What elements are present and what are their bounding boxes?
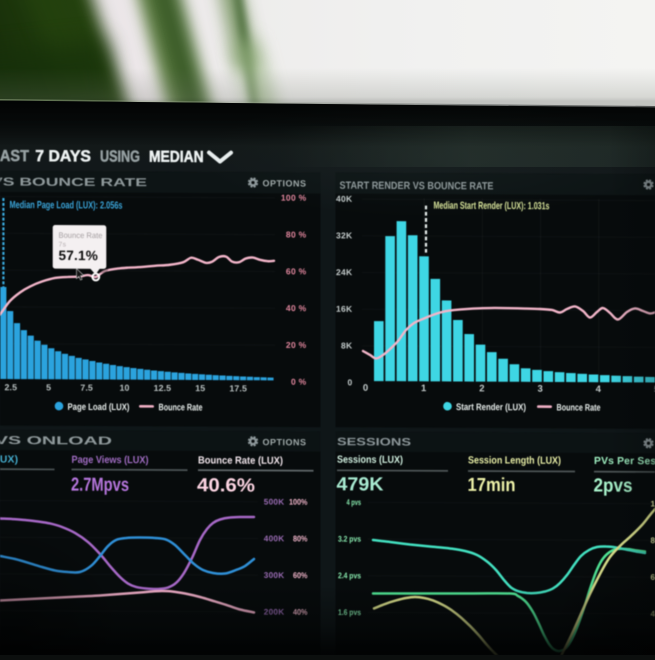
svg-text:2: 2: [479, 383, 484, 394]
svg-text:4: 4: [651, 610, 655, 619]
svg-text:Page Views (LUX): Page Views (LUX): [72, 455, 149, 466]
svg-text:Start Render (LUX): Start Render (LUX): [456, 402, 526, 413]
svg-text:57.1%: 57.1%: [59, 248, 99, 263]
svg-text:8K: 8K: [341, 341, 353, 351]
svg-text:OPTIONS: OPTIONS: [263, 178, 307, 188]
svg-text:2.7Mpvs: 2.7Mpvs: [71, 475, 129, 496]
svg-text:3.2 pvs: 3.2 pvs: [338, 535, 361, 544]
svg-text:Bounce Rate (LUX): Bounce Rate (LUX): [198, 455, 283, 466]
svg-text:200K: 200K: [264, 608, 285, 617]
svg-text:0: 0: [363, 383, 368, 394]
svg-text:500K: 500K: [264, 498, 285, 507]
svg-text:4 pvs: 4 pvs: [347, 498, 362, 507]
svg-text:479K: 479K: [337, 474, 384, 495]
svg-text:0: 0: [347, 377, 352, 387]
svg-text:60 %: 60 %: [286, 266, 307, 276]
svg-text:2.5: 2.5: [5, 382, 18, 392]
svg-text:1: 1: [421, 383, 427, 394]
svg-text:2.4 pvs: 2.4 pvs: [338, 571, 361, 580]
svg-text:16K: 16K: [336, 304, 353, 314]
svg-text:60%: 60%: [293, 571, 308, 580]
svg-text:100%: 100%: [289, 498, 308, 507]
svg-text:Median Page Load (LUX): 2.056s: Median Page Load (LUX): 2.056s: [10, 200, 123, 212]
svg-text:10: 10: [120, 383, 130, 393]
svg-text:40 %: 40 %: [286, 303, 307, 313]
svg-text:24K: 24K: [336, 267, 353, 277]
svg-text:17min: 17min: [468, 475, 516, 496]
svg-text:OPTIONS: OPTIONS: [263, 437, 307, 447]
svg-text:17.5: 17.5: [229, 383, 247, 393]
svg-text:3: 3: [537, 384, 542, 395]
svg-text:400K: 400K: [264, 534, 285, 543]
svg-text:0 %: 0 %: [291, 377, 307, 387]
svg-text:Median Start Render (LUX): 1.0: Median Start Render (LUX): 1.031s: [434, 201, 550, 213]
svg-text:Load Time (LUX): Load Time (LUX): [0, 454, 18, 465]
svg-text:4: 4: [596, 384, 602, 395]
svg-text:15: 15: [195, 383, 205, 393]
svg-text:7.5: 7.5: [80, 383, 93, 393]
svg-text:1.6 pvs: 1.6 pvs: [338, 608, 361, 617]
svg-text:20 %: 20 %: [286, 340, 307, 350]
svg-text:Sessions (LUX): Sessions (LUX): [337, 455, 403, 466]
svg-text:1: 1: [651, 499, 655, 508]
svg-text:32K: 32K: [336, 230, 353, 240]
svg-text:40.6%: 40.6%: [197, 475, 255, 496]
svg-text:2pvs: 2pvs: [594, 476, 633, 497]
svg-text:Bounce Rate: Bounce Rate: [159, 402, 203, 413]
svg-text:300K: 300K: [264, 571, 285, 580]
svg-text:8: 8: [651, 536, 655, 545]
svg-text:40K: 40K: [336, 194, 353, 204]
svg-text:80%: 80%: [293, 534, 308, 543]
svg-text:Session Length (LUX): Session Length (LUX): [468, 455, 561, 466]
svg-text:VS BOUNCE RATE: VS BOUNCE RATE: [0, 176, 147, 189]
svg-text:40%: 40%: [293, 608, 308, 617]
svg-text:80 %: 80 %: [286, 229, 307, 239]
svg-text:PAGE VIEWS VS ONLOAD: PAGE VIEWS VS ONLOAD: [0, 434, 112, 447]
svg-text:Bounce Rate: Bounce Rate: [59, 231, 104, 240]
svg-text:SESSIONS: SESSIONS: [337, 436, 411, 448]
svg-text:PVs Per Session (LUX): PVs Per Session (LUX): [594, 456, 655, 468]
svg-text:Page Load (LUX): Page Load (LUX): [68, 402, 130, 413]
svg-text:5: 5: [46, 382, 51, 392]
svg-text:Bounce Rate: Bounce Rate: [557, 402, 601, 413]
svg-text:12.5: 12.5: [154, 383, 172, 393]
svg-text:100 %: 100 %: [281, 193, 307, 203]
svg-text:START RENDER VS BOUNCE RATE: START RENDER VS BOUNCE RATE: [340, 180, 494, 193]
svg-text:6: 6: [651, 573, 655, 582]
